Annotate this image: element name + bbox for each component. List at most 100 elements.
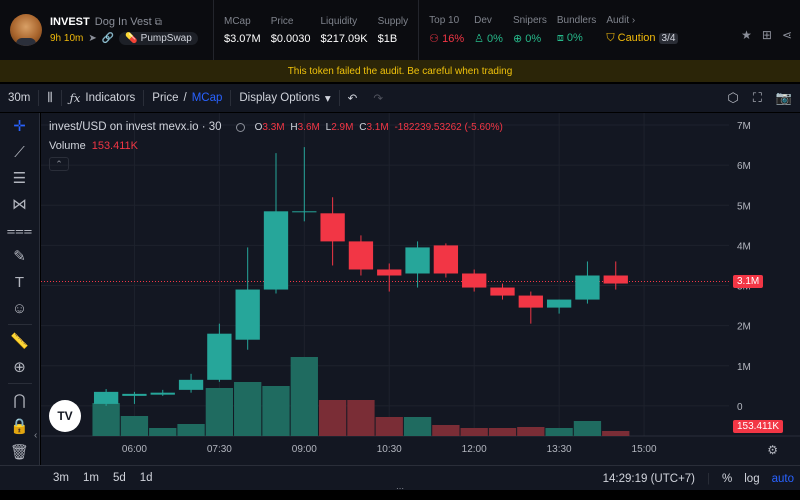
stat-label: Dev xyxy=(474,15,492,26)
stat-label: Liquidity xyxy=(320,15,358,27)
range-5d[interactable]: 5d xyxy=(112,472,126,484)
zoom-in-icon[interactable]: ⊕ xyxy=(13,358,26,376)
range-3m[interactable]: 3m xyxy=(53,472,69,484)
candle-body xyxy=(575,275,600,300)
percent-toggle[interactable]: % xyxy=(722,472,733,485)
ruler-tool-icon[interactable]: 📏 xyxy=(10,332,29,350)
resize-grip-icon[interactable]: ⋯ xyxy=(396,484,404,493)
function-icon: ƒx xyxy=(69,91,81,105)
telegram-icon[interactable]: ➤ xyxy=(88,32,97,44)
chevron-right-icon: › xyxy=(631,15,636,26)
text-tool-icon[interactable]: T xyxy=(14,273,25,291)
candle-body xyxy=(207,333,232,380)
fib-tool-icon[interactable]: ⩶ xyxy=(6,221,33,239)
stat-audit[interactable]: Audit › ⛉ Caution 3/4 xyxy=(596,15,679,45)
low-value: 2.9M xyxy=(331,121,354,133)
y-tick-label: 1M xyxy=(737,362,751,373)
shield-icon: ⛉ xyxy=(606,32,618,44)
price-chart[interactable]: 7M6M5M4M3M2M1M006:0007:3009:0010:3012:00… xyxy=(41,113,800,465)
price-mcap-toggle[interactable]: Price / MCap xyxy=(144,84,230,112)
redo-icon: ↷ xyxy=(373,93,383,105)
token-avatar xyxy=(10,14,42,46)
x-tick-label: 10:30 xyxy=(377,444,402,455)
stat-label: Bundlers xyxy=(556,15,597,26)
change-value: -182239.53262 (-5.60%) xyxy=(394,121,503,133)
candle-body xyxy=(405,247,430,274)
tradingview-logo[interactable]: TV xyxy=(49,400,81,432)
price-option[interactable]: Price xyxy=(152,92,179,104)
crosshair-tool-icon[interactable]: ✛ xyxy=(13,118,26,135)
token-info[interactable]: INVEST Dog In Vest ⧉ 9h 10m ➤ 🔗 💊 PumpSw… xyxy=(0,0,214,60)
stat-value: 16% xyxy=(442,33,465,45)
stat-snipers: Snipers ⊕ 0% xyxy=(503,15,547,45)
volume-bar xyxy=(234,382,262,436)
collapse-toolbar-icon[interactable]: ‹ xyxy=(34,430,38,441)
share-icon[interactable]: ⋖ xyxy=(781,28,792,42)
stat-label: Snipers xyxy=(512,15,547,26)
candle-body xyxy=(377,269,402,276)
drawing-toolbar: ✛ ⟋ ☰ ⋈ ⩶ ✎ T ☺ 📏 ⊕ ⋂ 🔒 🗑 xyxy=(0,113,40,465)
low-label: L xyxy=(325,121,332,133)
link-icon[interactable]: 🔗 xyxy=(101,32,115,44)
volume-bar xyxy=(488,428,517,436)
divider xyxy=(60,90,62,106)
indicators-button[interactable]: ƒx Indicators xyxy=(62,84,144,112)
horizontal-lines-tool-icon[interactable]: ☰ xyxy=(12,170,27,187)
candle-body xyxy=(490,287,515,296)
undo-button[interactable]: ↶ xyxy=(340,84,366,112)
auto-toggle[interactable]: auto xyxy=(771,472,794,485)
volume-bar xyxy=(460,428,488,436)
eye-icon[interactable] xyxy=(235,122,245,132)
lock-icon[interactable]: 🔒 xyxy=(10,417,29,435)
high-value: 3.6M xyxy=(297,121,320,133)
candle-body xyxy=(150,392,175,395)
candle-type-button[interactable]: ⫼ xyxy=(39,84,60,112)
brush-tool-icon[interactable]: ✎ xyxy=(13,248,26,265)
divider xyxy=(230,90,232,106)
trash-icon[interactable]: 🗑 xyxy=(9,443,30,461)
divider xyxy=(338,90,340,106)
pattern-tool-icon[interactable]: ⋈ xyxy=(12,196,27,213)
volume-label: Volume xyxy=(49,140,86,152)
y-tick-label: 5M xyxy=(737,201,751,212)
dex-pill[interactable]: 💊 PumpSwap xyxy=(119,31,198,45)
current-volume-tag: 153.411K xyxy=(733,420,784,433)
stat-dev: Dev ♙ 0% xyxy=(464,15,503,45)
stat-mcap: MCap $3.07M xyxy=(214,16,261,45)
range-1m[interactable]: 1m xyxy=(82,472,99,484)
interval-button[interactable]: 30m xyxy=(0,84,38,112)
volume-bar xyxy=(290,357,318,436)
star-icon[interactable]: ★ xyxy=(741,28,752,42)
fullscreen-icon[interactable]: ⛶ xyxy=(752,90,762,105)
emoji-tool-icon[interactable]: ☺ xyxy=(11,299,28,317)
axis-settings-icon[interactable]: ⚙ xyxy=(767,443,778,457)
x-tick-label: 06:00 xyxy=(122,444,147,455)
stat-bundlers: Bundlers ⧈ 0% xyxy=(547,15,596,45)
camera-icon[interactable]: 📷 xyxy=(775,90,792,105)
log-toggle[interactable]: log xyxy=(744,472,760,485)
chart-canvas[interactable]: 7M6M5M4M3M2M1M006:0007:3009:0010:3012:00… xyxy=(41,113,800,465)
divider xyxy=(418,0,420,60)
close-value: 3.1M xyxy=(366,121,389,133)
magnet-icon[interactable]: ⋂ xyxy=(13,391,26,409)
mcap-option[interactable]: MCap xyxy=(191,92,223,104)
candle-body xyxy=(292,211,317,213)
volume-bar xyxy=(177,424,205,436)
trendline-tool-icon[interactable]: ⟋ xyxy=(14,143,25,161)
candle-body xyxy=(235,289,260,340)
range-1d[interactable]: 1d xyxy=(139,472,153,484)
clock-time[interactable]: 14:29:19 (UTC+7) xyxy=(602,472,696,485)
bookmark-add-icon[interactable]: ⊞ xyxy=(761,28,772,42)
token-symbol: INVEST xyxy=(50,15,90,28)
candle-body xyxy=(320,213,345,242)
copy-icon[interactable]: ⧉ xyxy=(154,16,162,28)
x-tick-label: 07:30 xyxy=(207,444,232,455)
stat-label: Supply xyxy=(377,15,409,27)
display-options-button[interactable]: Display Options ▾ xyxy=(231,84,338,112)
users-icon: ⚇ xyxy=(429,33,443,45)
collapse-legend-button[interactable]: ⌃ xyxy=(49,157,69,171)
layers-icon: ⧈ xyxy=(556,32,567,44)
settings-hex-icon[interactable]: ⬡ xyxy=(727,90,739,105)
redo-button[interactable]: ↷ xyxy=(365,84,391,112)
candle-body xyxy=(178,379,204,390)
